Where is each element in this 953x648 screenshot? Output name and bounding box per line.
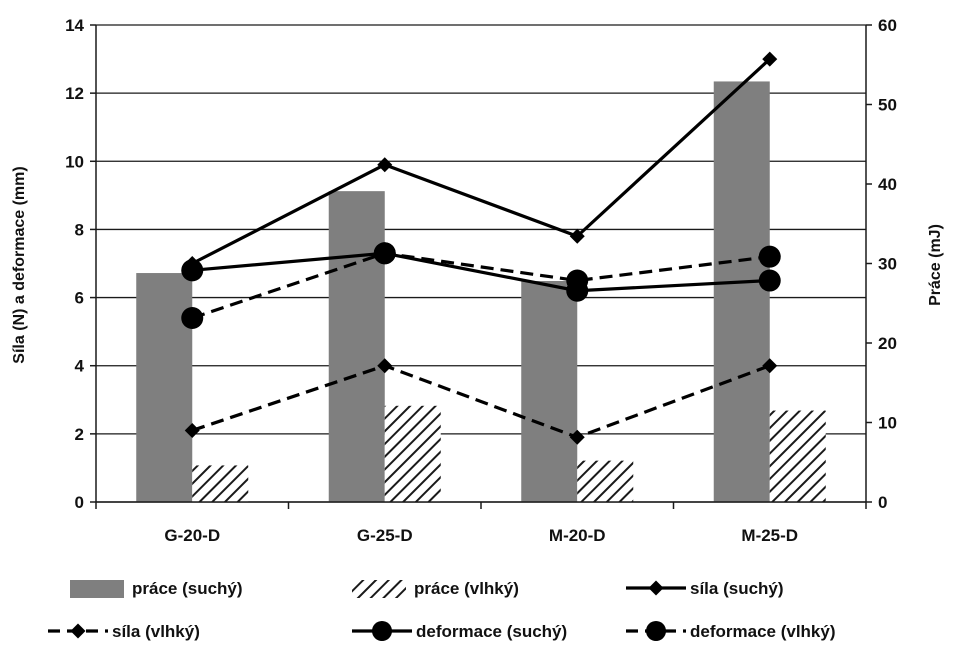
- bars: [136, 81, 826, 502]
- bar-prace-suchy-m-20-d: [521, 280, 578, 502]
- left-tick-label-10: 10: [65, 152, 84, 171]
- axes: [90, 24, 872, 509]
- legend-marker-deformace-suchy: [372, 621, 392, 641]
- legend-item-sila-suchy: síla (suchý): [626, 579, 784, 598]
- left-tick-label-0: 0: [75, 493, 84, 512]
- point-sila-suchy-m-20-d: [569, 228, 585, 244]
- legend-label-sila-suchy: síla (suchý): [690, 579, 784, 598]
- left-tick-label-14: 14: [65, 16, 84, 35]
- bar-prace-suchy-g-20-d: [136, 273, 193, 502]
- left-tick-label-8: 8: [75, 220, 84, 239]
- legend-marker-sila-suchy: [648, 580, 664, 596]
- point-sila-vlhky-g-20-d: [184, 422, 200, 438]
- y-axis-label-left: Síla (N) a deformace (mm): [11, 166, 28, 363]
- point-sila-suchy-g-25-d: [377, 157, 393, 173]
- line-deformace-suchy: [192, 251, 770, 293]
- category-label-m-20-d: M-20-D: [549, 526, 606, 545]
- category-labels: G-20-D G-25-D M-20-D M-25-D: [164, 526, 798, 545]
- right-tick-label-30: 30: [878, 255, 897, 274]
- right-tick-label-20: 20: [878, 334, 897, 353]
- legend-item-deformace-vlhky: deformace (vlhký): [626, 621, 836, 641]
- left-tick-label-2: 2: [75, 425, 84, 444]
- right-tick-labels: 0 10 20 30 40 50 60: [878, 16, 897, 512]
- point-deformace-vlhky-m-25-d: [758, 245, 781, 268]
- right-tick-label-40: 40: [878, 175, 897, 194]
- bar-prace-vlhky-g-20-d: [192, 465, 249, 502]
- legend-label-prace-vlhky: práce (vlhký): [414, 579, 519, 598]
- point-deformace-vlhky-g-25-d: [373, 242, 396, 265]
- legend-item-prace-suchy: práce (suchý): [70, 579, 243, 598]
- bar-prace-suchy-g-25-d: [328, 191, 385, 502]
- point-deformace-suchy-g-20-d: [181, 259, 204, 282]
- legend-label-deformace-vlhky: deformace (vlhký): [690, 622, 836, 641]
- legend-label-deformace-suchy: deformace (suchý): [416, 622, 567, 641]
- bar-prace-vlhky-m-20-d: [577, 460, 634, 502]
- left-tick-labels: 0 2 4 6 8 10 12 14: [65, 16, 84, 512]
- right-tick-label-50: 50: [878, 96, 897, 115]
- legend-item-prace-vlhky: práce (vlhký): [352, 579, 519, 598]
- right-tick-label-60: 60: [878, 16, 897, 35]
- legend-marker-sila-vlhky: [70, 623, 86, 639]
- category-label-g-25-d: G-25-D: [357, 526, 413, 545]
- point-sila-vlhky-m-20-d: [569, 429, 585, 445]
- category-label-g-20-d: G-20-D: [164, 526, 220, 545]
- left-tick-label-12: 12: [65, 84, 84, 103]
- category-label-m-25-d: M-25-D: [741, 526, 798, 545]
- line-deformace-vlhky: [191, 251, 770, 320]
- bar-prace-vlhky-m-25-d: [769, 410, 826, 502]
- bar-prace-vlhky-g-25-d: [384, 405, 441, 502]
- point-deformace-vlhky-g-20-d: [181, 307, 204, 330]
- line-sila-vlhky: [191, 364, 771, 439]
- legend-swatch-prace-vlhky: [352, 580, 406, 598]
- legend-swatch-prace-suchy: [70, 580, 124, 598]
- point-deformace-vlhky-m-20-d: [566, 269, 589, 292]
- point-sila-vlhky-g-25-d: [377, 358, 393, 374]
- gridlines: [96, 24, 866, 503]
- left-tick-label-6: 6: [75, 289, 84, 308]
- right-tick-label-0: 0: [878, 493, 887, 512]
- point-sila-vlhky-m-25-d: [762, 358, 778, 374]
- legend-label-prace-suchy: práce (suchý): [132, 579, 243, 598]
- legend-item-sila-vlhky: síla (vlhký): [48, 622, 200, 641]
- lines: [181, 51, 781, 445]
- legend: práce (suchý) práce (vlhký) síla (suchý) sí…: [48, 579, 836, 641]
- legend-marker-deformace-vlhky: [646, 621, 666, 641]
- bar-prace-suchy-m-25-d: [713, 81, 770, 502]
- y-axis-label-right: Práce (mJ): [927, 224, 944, 306]
- right-tick-label-10: 10: [878, 414, 897, 433]
- legend-label-sila-vlhky: síla (vlhký): [112, 622, 200, 641]
- left-tick-label-4: 4: [75, 357, 85, 376]
- legend-item-deformace-suchy: deformace (suchý): [352, 621, 567, 641]
- point-deformace-suchy-m-25-d: [758, 269, 781, 292]
- line-sila-suchy: [191, 57, 771, 265]
- point-sila-suchy-m-25-d: [762, 51, 778, 67]
